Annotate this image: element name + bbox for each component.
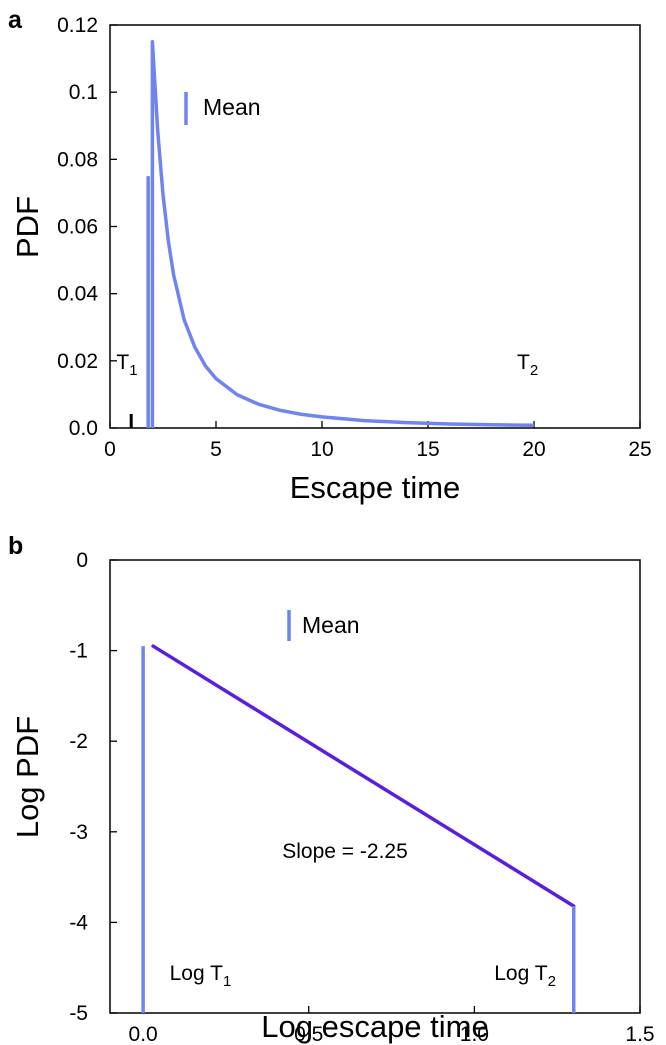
panel-b-y-tick-label: -1 [69, 640, 88, 663]
panel-b-y-tick-label: 0 [76, 549, 88, 572]
panel-b-x-tick-label: 0.5 [294, 1023, 323, 1045]
panel-a-annotation: T1 [116, 351, 137, 379]
panel-a-y-tick-label: 0.08 [57, 148, 98, 171]
panel-a-y-axis: 0.0 0.02 0.04 0.06 0.08 0.1 0.12 [57, 14, 117, 440]
panel-b-powerlaw-line [151, 644, 576, 908]
annotation-subscript: 1 [223, 973, 231, 990]
annotation-text: T [116, 351, 129, 374]
annotation-subscript: 2 [548, 973, 556, 990]
panel-a-x-tick-label: 0 [104, 438, 116, 461]
annotation-text: Log T [494, 962, 547, 985]
panel-b-annotation: Log T2 [494, 962, 556, 990]
panel-b-y-tick-label: -5 [69, 1002, 88, 1025]
panel-b-x-tick-label: 0.0 [129, 1023, 158, 1045]
panel-b-annotation: Slope = -2.25 [282, 840, 408, 863]
panel-b: b 0.0 0.5 1.0 1.5 0 -1 -2 -3 -4 -5 Slope = -2.25… [8, 532, 655, 1045]
panel-a-x-tick-label: 20 [522, 438, 545, 461]
panel-a-annotation: T2 [517, 351, 538, 379]
panel-a-y-tick-label: 0.1 [69, 81, 98, 104]
panel-a-plot-frame [109, 24, 641, 429]
annotation-subscript: 1 [129, 362, 137, 379]
panel-a-x-axis-label: Escape time [290, 470, 461, 505]
panel-a-y-tick-label: 0.04 [57, 283, 98, 306]
panel-a-pdf-curve [150, 40, 535, 428]
panel-b-x-axis-label: Log escape time [261, 1009, 488, 1044]
annotation-text: T [517, 351, 530, 374]
panel-b-y-axis-label: Log PDF [10, 716, 45, 838]
panel-a-legend-label: Mean [203, 94, 261, 120]
panel-b-plot-frame [109, 559, 641, 1014]
panel-a-y-tick-label: 0.12 [57, 14, 98, 37]
panel-a-marks: T1 T2 [116, 40, 538, 428]
panel-a-y-tick-label: 0.02 [57, 350, 98, 373]
panel-b-y-tick-label: -3 [69, 821, 88, 844]
panel-b-legend-label: Mean [302, 612, 360, 638]
panel-a-x-tick-label: 5 [210, 438, 222, 461]
panel-a: a 0 5 10 15 20 25 0.00.020.040.060.080.10.12 … [8, 6, 652, 505]
annotation-text: Slope = -2.25 [282, 840, 408, 863]
panel-b-letter: b [8, 532, 23, 560]
panel-a-x-tick-label: 15 [416, 438, 439, 461]
panel-a-y-axis-label: PDF [10, 196, 45, 258]
panel-b-annotation: Log T1 [170, 962, 232, 990]
panel-a-y-tick-label: 0.0 [69, 417, 98, 440]
panel-b-x-tick-label: 1.0 [460, 1023, 489, 1045]
panel-a-y-tick-label: 0.06 [57, 216, 98, 239]
panel-a-letter: a [8, 6, 23, 34]
panel-b-y-tick-label: -2 [69, 730, 88, 753]
panel-a-x-tick-label: 25 [628, 438, 651, 461]
panel-b-x-tick-label: 1.5 [625, 1023, 654, 1045]
panel-a-x-tick-label: 10 [310, 438, 333, 461]
panel-a-x-axis: 0 5 10 15 20 25 [104, 421, 652, 461]
panel-b-y-tick-label: -4 [69, 911, 88, 934]
annotation-subscript: 2 [530, 362, 538, 379]
annotation-text: Log T [170, 962, 223, 985]
panel-b-x-axis: 0.0 0.5 1.0 1.5 [129, 1006, 655, 1045]
panel-b-y-axis: 0 -1 -2 -3 -4 -5 [69, 549, 117, 1025]
